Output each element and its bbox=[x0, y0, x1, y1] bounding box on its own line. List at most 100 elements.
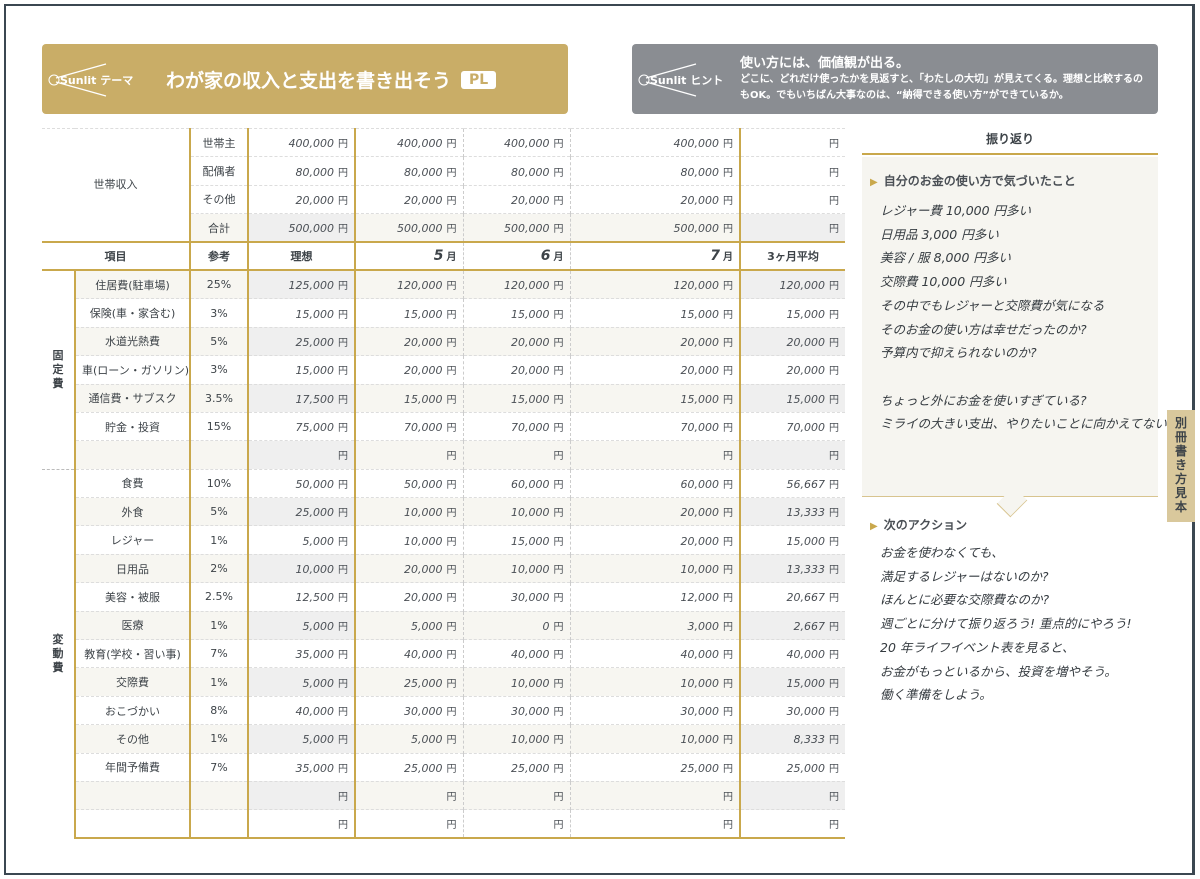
amount-cell[interactable]: 25,000 円 bbox=[247, 497, 355, 526]
amount-cell[interactable]: 400,000 円 bbox=[569, 127, 740, 157]
amount-cell[interactable]: 10,000 円 bbox=[462, 553, 570, 583]
amount-cell[interactable]: 15,000 円 bbox=[569, 298, 740, 328]
amount-cell[interactable]: 35,000 円 bbox=[247, 639, 355, 668]
amount-cell[interactable]: 20,000 円 bbox=[354, 326, 463, 356]
amount-cell[interactable]: 10,000 円 bbox=[462, 497, 570, 526]
amount-cell[interactable]: 40,000 円 bbox=[739, 639, 845, 668]
amount-cell[interactable]: 70,000 円 bbox=[569, 411, 740, 441]
amount-cell[interactable]: 5,000 円 bbox=[247, 724, 355, 754]
amount-cell[interactable]: 円 bbox=[739, 780, 845, 810]
amount-cell[interactable]: 20,000 円 bbox=[354, 355, 463, 385]
amount-cell[interactable]: 50,000 円 bbox=[354, 468, 463, 498]
amount-cell[interactable]: 30,000 円 bbox=[739, 695, 845, 725]
amount-cell[interactable]: 10,000 円 bbox=[247, 553, 355, 583]
amount-cell[interactable]: 500,000 円 bbox=[247, 213, 355, 243]
amount-cell[interactable]: 円 bbox=[569, 440, 740, 470]
amount-cell[interactable]: 13,333 円 bbox=[739, 553, 845, 583]
amount-cell[interactable]: 20,000 円 bbox=[569, 497, 740, 526]
amount-cell[interactable]: 125,000 円 bbox=[247, 269, 355, 299]
amount-cell[interactable]: 50,000 円 bbox=[247, 468, 355, 498]
amount-cell[interactable]: 円 bbox=[462, 440, 570, 470]
amount-cell[interactable]: 5,000 円 bbox=[247, 525, 355, 555]
amount-cell[interactable]: 80,000 円 bbox=[354, 156, 463, 186]
amount-cell[interactable]: 70,000 円 bbox=[739, 411, 845, 441]
amount-cell[interactable]: 25,000 円 bbox=[569, 752, 740, 782]
amount-cell[interactable]: 25,000 円 bbox=[739, 752, 845, 782]
amount-cell[interactable]: 10,000 円 bbox=[462, 724, 570, 754]
amount-cell[interactable]: 120,000 円 bbox=[354, 269, 463, 299]
amount-cell[interactable]: 15,000 円 bbox=[462, 383, 570, 413]
amount-cell[interactable]: 30,000 円 bbox=[569, 695, 740, 725]
amount-cell[interactable]: 40,000 円 bbox=[354, 639, 463, 668]
amount-cell[interactable]: 10,000 円 bbox=[569, 724, 740, 754]
amount-cell[interactable]: 25,000 円 bbox=[354, 667, 463, 697]
amount-cell[interactable]: 5,000 円 bbox=[354, 610, 463, 640]
amount-cell[interactable]: 25,000 円 bbox=[354, 752, 463, 782]
amount-cell[interactable]: 500,000 円 bbox=[569, 213, 740, 243]
amount-cell[interactable]: 円 bbox=[462, 780, 570, 810]
amount-cell[interactable]: 20,000 円 bbox=[462, 355, 570, 385]
amount-cell[interactable]: 10,000 円 bbox=[569, 667, 740, 697]
amount-cell[interactable]: 8,333 円 bbox=[739, 724, 845, 754]
amount-cell[interactable]: 40,000 円 bbox=[569, 639, 740, 668]
amount-cell[interactable]: 35,000 円 bbox=[247, 752, 355, 782]
amount-cell[interactable]: 70,000 円 bbox=[462, 411, 570, 441]
amount-cell[interactable]: 60,000 円 bbox=[462, 468, 570, 498]
amount-cell[interactable]: 20,000 円 bbox=[739, 355, 845, 385]
amount-cell[interactable]: 20,667 円 bbox=[739, 582, 845, 612]
amount-cell[interactable]: 20,000 円 bbox=[569, 184, 740, 214]
amount-cell[interactable]: 円 bbox=[739, 156, 845, 186]
amount-cell[interactable]: 2,667 円 bbox=[739, 610, 845, 640]
amount-cell[interactable]: 400,000 円 bbox=[462, 127, 570, 157]
amount-cell[interactable]: 円 bbox=[739, 809, 845, 840]
amount-cell[interactable]: 円 bbox=[462, 809, 570, 840]
amount-cell[interactable]: 5,000 円 bbox=[247, 610, 355, 640]
amount-cell[interactable]: 80,000 円 bbox=[569, 156, 740, 186]
amount-cell[interactable]: 30,000 円 bbox=[462, 695, 570, 725]
amount-cell[interactable]: 円 bbox=[247, 809, 355, 840]
amount-cell[interactable]: 500,000 円 bbox=[354, 213, 463, 243]
amount-cell[interactable]: 15,000 円 bbox=[739, 383, 845, 413]
amount-cell[interactable]: 20,000 円 bbox=[354, 553, 463, 583]
amount-cell[interactable]: 20,000 円 bbox=[569, 355, 740, 385]
amount-cell[interactable]: 円 bbox=[247, 780, 355, 810]
amount-cell[interactable]: 15,000 円 bbox=[354, 383, 463, 413]
amount-cell[interactable]: 10,000 円 bbox=[354, 525, 463, 555]
amount-cell[interactable]: 円 bbox=[354, 440, 463, 470]
amount-cell[interactable]: 20,000 円 bbox=[354, 184, 463, 214]
amount-cell[interactable]: 15,000 円 bbox=[462, 525, 570, 555]
amount-cell[interactable]: 80,000 円 bbox=[462, 156, 570, 186]
amount-cell[interactable]: 5,000 円 bbox=[354, 724, 463, 754]
amount-cell[interactable]: 25,000 円 bbox=[462, 752, 570, 782]
amount-cell[interactable]: 3,000 円 bbox=[569, 610, 740, 640]
amount-cell[interactable]: 円 bbox=[739, 440, 845, 470]
amount-cell[interactable]: 17,500 円 bbox=[247, 383, 355, 413]
amount-cell[interactable]: 75,000 円 bbox=[247, 411, 355, 441]
amount-cell[interactable]: 25,000 円 bbox=[247, 326, 355, 356]
amount-cell[interactable]: 円 bbox=[739, 213, 845, 243]
amount-cell[interactable]: 円 bbox=[354, 780, 463, 810]
amount-cell[interactable]: 500,000 円 bbox=[462, 213, 570, 243]
amount-cell[interactable]: 10,000 円 bbox=[462, 667, 570, 697]
amount-cell[interactable]: 15,000 円 bbox=[739, 667, 845, 697]
amount-cell[interactable]: 80,000 円 bbox=[247, 156, 355, 186]
amount-cell[interactable]: 5,000 円 bbox=[247, 667, 355, 697]
amount-cell[interactable]: 20,000 円 bbox=[462, 326, 570, 356]
amount-cell[interactable]: 30,000 円 bbox=[354, 695, 463, 725]
amount-cell[interactable]: 56,667 円 bbox=[739, 468, 845, 498]
amount-cell[interactable]: 20,000 円 bbox=[569, 326, 740, 356]
amount-cell[interactable]: 15,000 円 bbox=[247, 355, 355, 385]
amount-cell[interactable]: 70,000 円 bbox=[354, 411, 463, 441]
amount-cell[interactable]: 12,000 円 bbox=[569, 582, 740, 612]
amount-cell[interactable]: 15,000 円 bbox=[739, 298, 845, 328]
amount-cell[interactable]: 60,000 円 bbox=[569, 468, 740, 498]
amount-cell[interactable]: 13,333 円 bbox=[739, 497, 845, 526]
sample-guide-tab[interactable]: 別冊書き方見本 bbox=[1167, 410, 1195, 522]
amount-cell[interactable]: 円 bbox=[569, 780, 740, 810]
amount-cell[interactable]: 円 bbox=[739, 184, 845, 214]
amount-cell[interactable]: 120,000 円 bbox=[462, 269, 570, 299]
amount-cell[interactable]: 15,000 円 bbox=[354, 298, 463, 328]
amount-cell[interactable]: 円 bbox=[569, 809, 740, 840]
amount-cell[interactable]: 30,000 円 bbox=[462, 582, 570, 612]
